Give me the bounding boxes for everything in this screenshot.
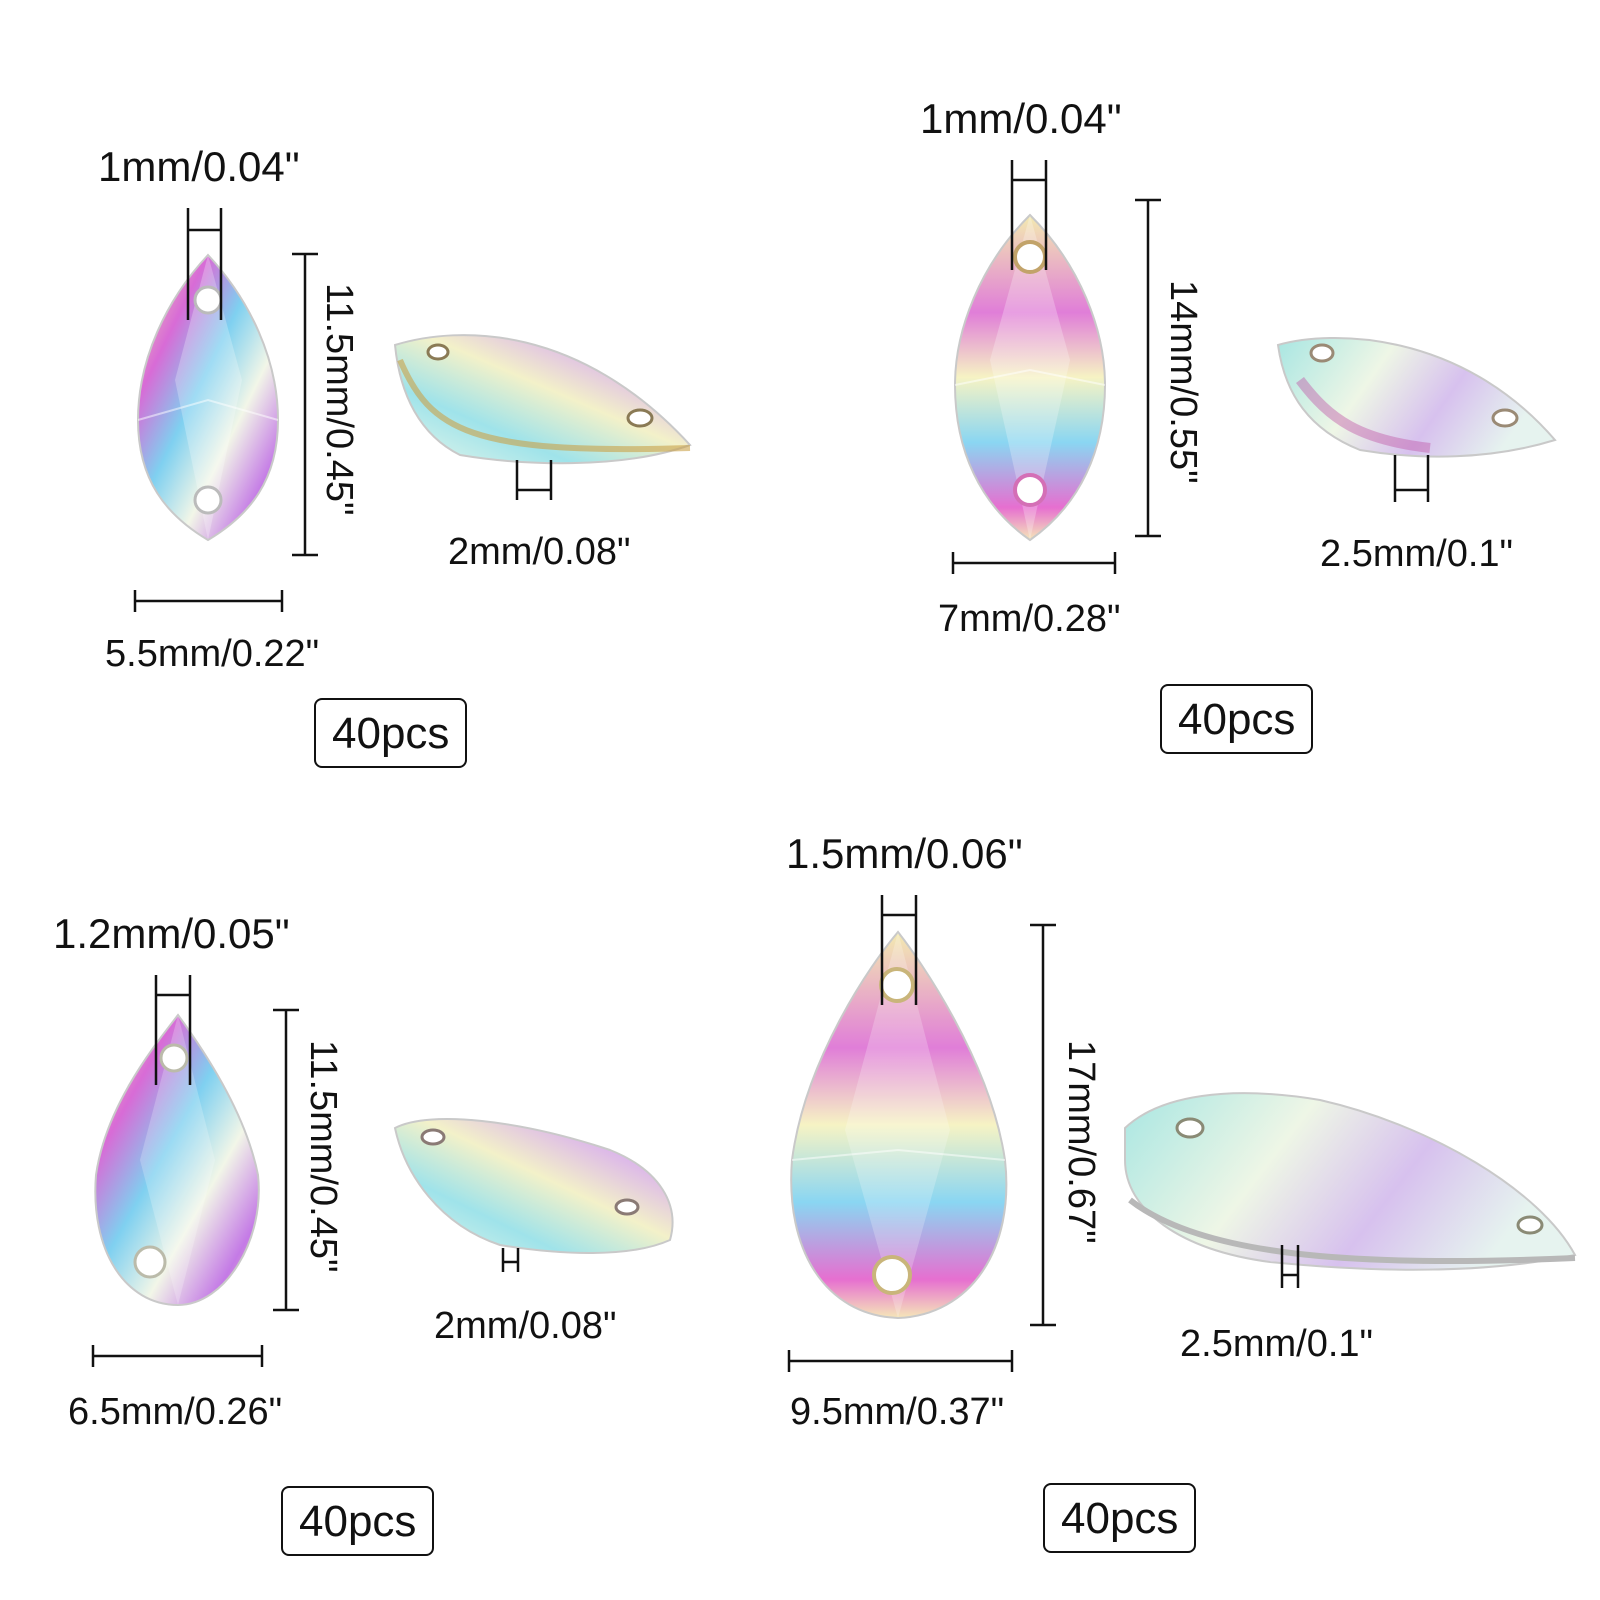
crystal-front-1 [136,253,280,542]
quantity-badge-1: 40pcs [314,698,468,768]
crystal-side-2 [1276,337,1557,458]
thickness-label-1: 2mm/0.08" [448,531,631,573]
width-label-2: 7mm/0.28" [938,598,1121,640]
thickness-label-4: 2.5mm/0.1" [1180,1323,1374,1365]
crystal-front-2 [953,213,1107,542]
crystal-side-1 [393,334,692,465]
quantity-badge-4: 40pcs [1043,1483,1197,1553]
width-label-4: 9.5mm/0.37" [790,1391,1005,1433]
quantity-badge-3: 40pcs [281,1486,435,1556]
length-label-2: 14mm/0.55" [1162,280,1204,484]
width-label-3: 6.5mm/0.26" [68,1391,283,1433]
hole-width-label-3: 1.2mm/0.05" [53,910,290,957]
crystal-front-4 [790,930,1008,1320]
hole-width-label-1: 1mm/0.04" [98,143,300,190]
width-label-1: 5.5mm/0.22" [105,633,320,675]
hole-width-label-4: 1.5mm/0.06" [786,830,1023,877]
quantity-badge-2: 40pcs [1160,684,1314,754]
thickness-label-2: 2.5mm/0.1" [1320,533,1514,575]
crystal-side-3 [393,1118,674,1254]
crystal-front-3 [94,1013,260,1307]
crystal-side-4 [1124,1092,1577,1271]
thickness-label-3: 2mm/0.08" [434,1305,617,1347]
dimension-lines-3 [91,975,520,1367]
length-label-4: 17mm/0.67" [1060,1040,1102,1244]
dimension-lines-1 [133,208,553,612]
dimension-lines-4 [787,895,1300,1372]
hole-width-label-2: 1mm/0.04" [920,95,1122,142]
length-label-1: 11.5mm/0.45" [318,283,360,516]
dimension-lines-2 [951,160,1430,574]
length-label-3: 11.5mm/0.45" [302,1040,344,1273]
